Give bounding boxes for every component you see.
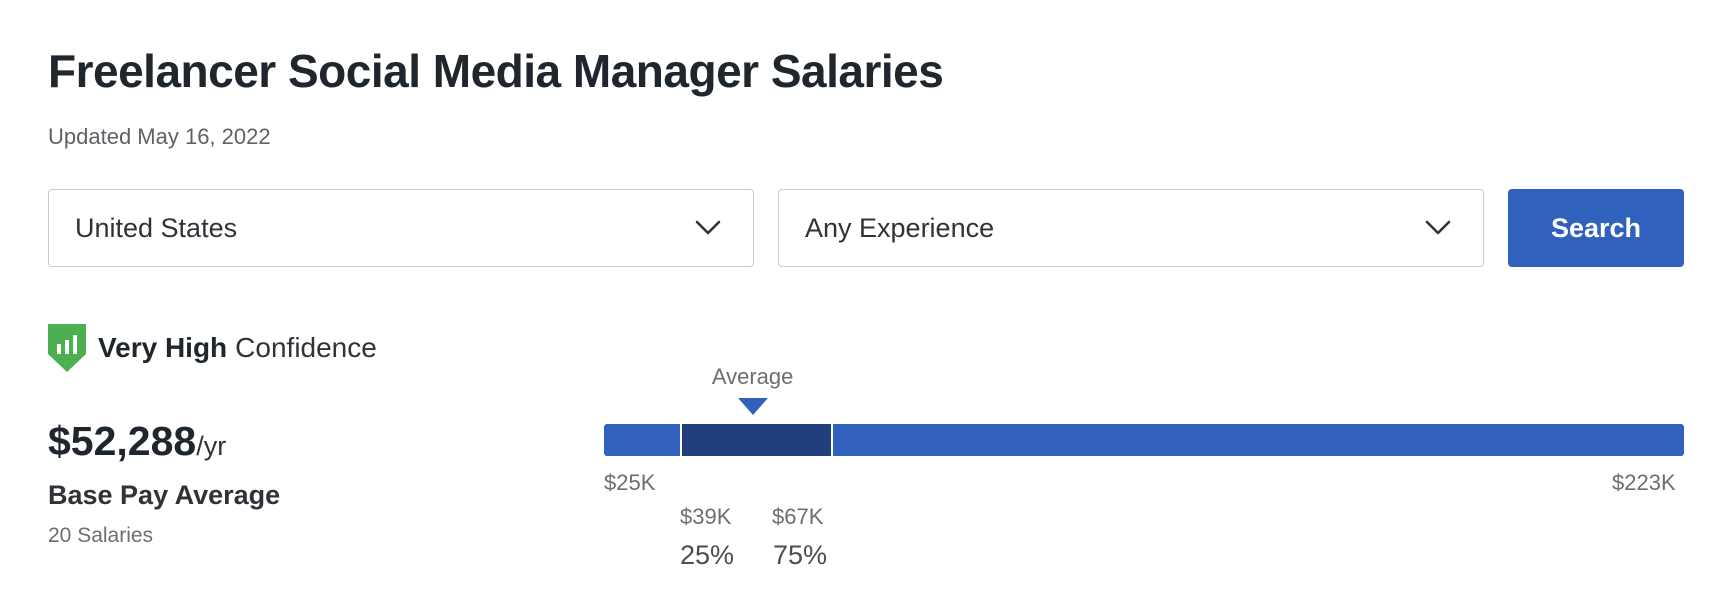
- experience-select[interactable]: Any Experience: [778, 189, 1484, 267]
- experience-select-value: Any Experience: [805, 212, 995, 243]
- confidence-level: Very High: [98, 332, 228, 363]
- average-label: Average: [711, 364, 794, 389]
- confidence-suffix: Confidence: [235, 332, 377, 363]
- pay-unit: /yr: [196, 431, 227, 461]
- average-marker: [737, 398, 768, 415]
- chevron-down-icon: [1425, 220, 1451, 235]
- updated-date: Updated May 16, 2022: [48, 124, 271, 149]
- confidence-indicator: Very High Confidence: [48, 324, 377, 372]
- interquartile-range-segment: [680, 424, 834, 456]
- location-select-value: United States: [75, 212, 238, 243]
- salary-range-bar: [604, 424, 1684, 456]
- p25-percent-label: 25%: [680, 540, 735, 570]
- p75-value-label: $67K: [772, 504, 824, 529]
- shield-bar-chart-icon: [48, 324, 86, 372]
- p75-percent-label: 75%: [773, 540, 828, 570]
- page-title: Freelancer Social Media Manager Salaries: [48, 45, 944, 97]
- chevron-down-icon: [695, 220, 721, 235]
- pay-value: $52,288: [48, 418, 197, 464]
- base-pay-amount: $52,288/yr: [48, 418, 226, 465]
- base-pay-label: Base Pay Average: [48, 480, 281, 510]
- range-max-label: $223K: [1612, 470, 1676, 495]
- salaries-count: 20 Salaries: [48, 524, 154, 547]
- p25-value-label: $39K: [680, 504, 732, 529]
- location-select[interactable]: United States: [48, 189, 754, 267]
- search-button[interactable]: Search: [1508, 189, 1684, 267]
- range-min-label: $25K: [604, 470, 656, 495]
